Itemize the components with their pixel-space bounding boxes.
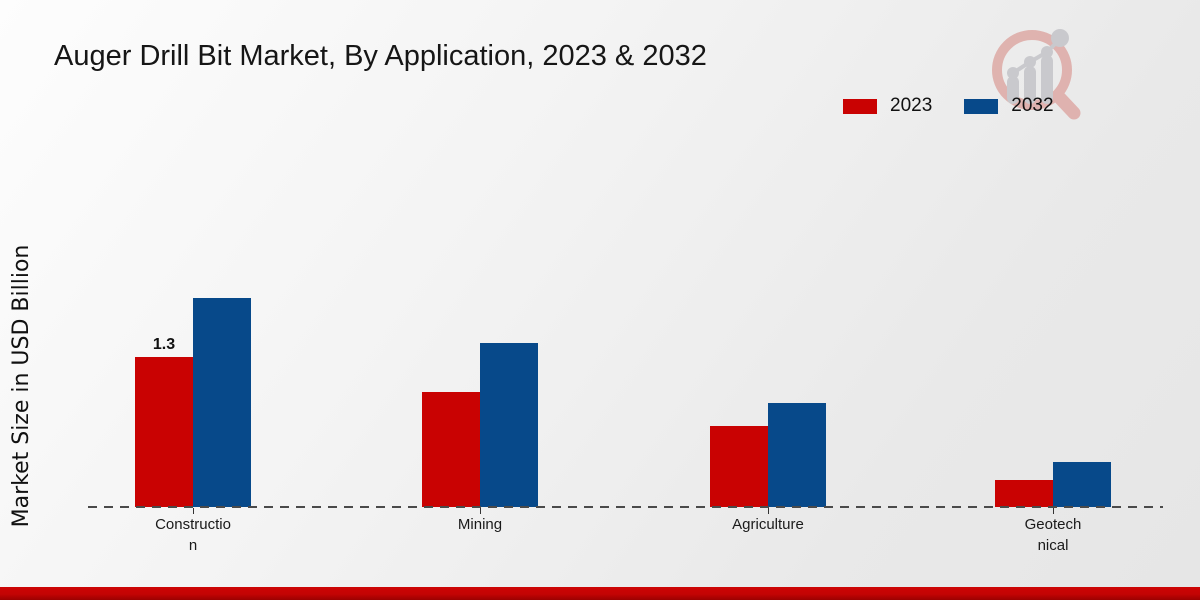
legend-swatch-2032-icon: [964, 98, 999, 114]
bar-2032-mining: [480, 343, 538, 507]
legend-item-2032: 2032: [964, 95, 1054, 117]
x-label-agriculture: Agriculture: [732, 516, 804, 533]
axis-tick-agriculture: [768, 508, 769, 514]
x-label-geotechnical: Geotech nical: [1024, 516, 1082, 554]
bar-2032-construction: [193, 298, 251, 507]
axis-tick-construction: [193, 508, 194, 514]
magnifier-bar-chart-logo-icon: [992, 29, 1081, 120]
bar-value-label-2023-construction: 1.3: [152, 336, 176, 353]
bar-2023-geotechnical: [995, 480, 1053, 507]
axis-tick-mining: [480, 508, 481, 514]
legend-label-2023: 2023: [890, 95, 933, 116]
bar-2023-construction: [135, 357, 193, 507]
chart-title: Auger Drill Bit Market, By Application, …: [54, 40, 707, 72]
bar-2023-mining: [422, 392, 480, 507]
axis-tick-geotechnical: [1053, 508, 1054, 514]
legend: 2023 2032: [843, 95, 1054, 117]
x-label-construction: Constructio n: [155, 516, 231, 554]
legend-item-2023: 2023: [843, 95, 932, 117]
legend-swatch-2023-icon: [843, 98, 877, 114]
x-axis-dashed-line: [88, 506, 1163, 508]
footer-accent-bar: [0, 587, 1200, 600]
bar-2032-geotechnical: [1053, 462, 1111, 507]
bar-2023-agriculture: [710, 426, 768, 507]
x-label-mining: Mining: [457, 516, 503, 533]
legend-label-2032: 2032: [1011, 95, 1054, 116]
bar-2032-agriculture: [768, 403, 826, 507]
